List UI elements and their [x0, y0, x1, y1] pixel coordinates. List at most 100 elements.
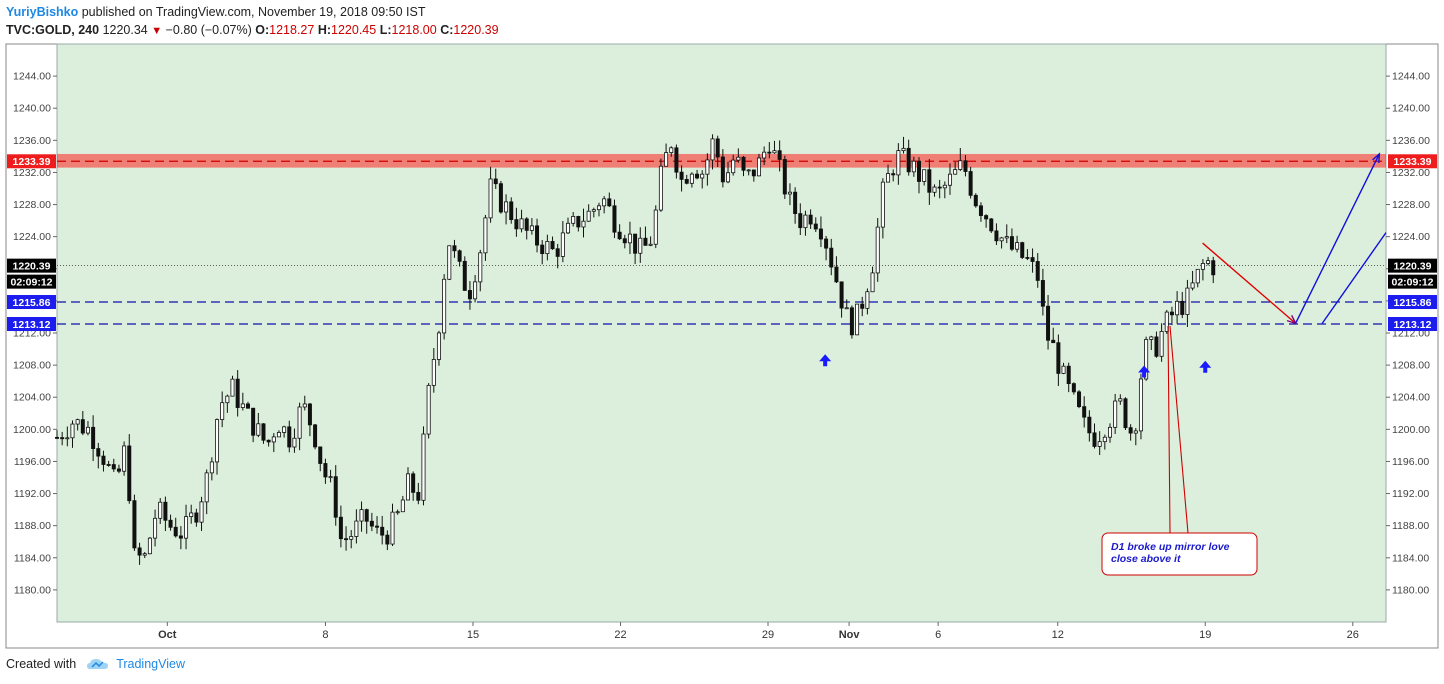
open-label: O:	[255, 23, 270, 37]
countdown-text: 02:09:12	[10, 276, 52, 288]
price-chart[interactable]: 1180.00 1180.00 1184.00 1184.00 1188.00 1188.…	[0, 0, 1444, 650]
candle-body	[689, 173, 694, 184]
candle-body	[540, 244, 545, 255]
candle-body	[287, 426, 292, 448]
candle-body	[60, 437, 65, 440]
candle-body	[607, 198, 612, 207]
candle-body	[994, 230, 999, 242]
candle-body	[674, 147, 679, 173]
price-label-box	[1388, 295, 1437, 310]
candle-body	[385, 534, 390, 545]
tradingview-cloud-icon	[87, 659, 109, 669]
y-tick-label-left: 1244.00	[13, 71, 51, 83]
candle-body	[1169, 311, 1174, 316]
candle-body	[581, 220, 586, 228]
candle-body	[1025, 257, 1030, 259]
candle-body	[256, 423, 261, 436]
price-label-text: 1213.12	[13, 319, 51, 331]
candle-body	[189, 512, 194, 518]
y-tick-label-right: 1240.00	[1392, 103, 1430, 115]
candle-body	[524, 218, 529, 231]
candle-body	[664, 152, 669, 167]
candle-body	[710, 138, 715, 161]
candle-body	[467, 290, 472, 300]
candle-body	[328, 476, 333, 479]
candle-body	[782, 159, 787, 195]
candle-body	[834, 266, 839, 283]
candle-body	[963, 160, 968, 172]
candle-body	[163, 501, 168, 521]
note-box	[1101, 532, 1258, 576]
candle-body	[504, 201, 509, 213]
candles-group	[55, 134, 1216, 565]
candle-body	[65, 437, 70, 440]
x-tick-label: 6	[935, 629, 941, 641]
candle-body	[1020, 242, 1025, 258]
candle-body	[602, 198, 607, 207]
candle-body	[478, 252, 483, 283]
candle-body	[111, 464, 116, 470]
candle-body	[638, 237, 643, 254]
candle-body	[194, 512, 199, 523]
candle-body	[973, 194, 978, 207]
candle-body	[1185, 287, 1190, 315]
y-tick-label-right: 1204.00	[1392, 392, 1430, 404]
x-tick-label: 12	[1052, 629, 1064, 641]
candle-body	[1180, 300, 1185, 315]
ohlc-line: TVC:GOLD, 240 1220.34 ▼ −0.80 (−0.07%) O…	[6, 21, 499, 40]
price-label-text: 1215.86	[13, 297, 51, 309]
candle-body	[669, 147, 674, 154]
candle-body	[411, 473, 416, 493]
candle-body	[488, 178, 493, 219]
x-tick-label: Nov	[839, 629, 861, 641]
candle-body	[75, 419, 80, 425]
candle-body	[529, 225, 534, 231]
candle-body	[932, 186, 937, 193]
candle-body	[705, 159, 710, 175]
candle-body	[700, 173, 705, 179]
price-label-box	[7, 317, 56, 332]
candle-body	[390, 511, 395, 545]
candle-body	[1128, 427, 1133, 434]
candle-body	[1056, 342, 1061, 374]
y-tick-label-right: 1180.00	[1392, 584, 1429, 596]
candle-body	[116, 468, 121, 472]
candle-body	[839, 281, 844, 309]
countdown-box	[1388, 274, 1437, 289]
candle-body	[261, 423, 266, 441]
bullish-arrow-icon	[1199, 360, 1212, 373]
price-label-box	[7, 154, 56, 169]
y-tick-label-left: 1232.00	[13, 167, 51, 179]
candle-body	[1123, 398, 1128, 429]
candle-body	[230, 378, 235, 397]
candle-body	[777, 150, 782, 160]
candle-body	[968, 171, 973, 196]
x-tick-label: 19	[1199, 629, 1211, 641]
y-tick-label-left: 1180.00	[14, 584, 51, 596]
close-value: 1220.39	[453, 23, 499, 37]
tradingview-link[interactable]: TradingView	[116, 657, 185, 671]
candle-body	[91, 426, 96, 449]
candle-body	[793, 191, 798, 214]
price-label-box	[7, 258, 56, 273]
candle-body	[1035, 261, 1040, 281]
y-tick-label-left: 1236.00	[13, 135, 51, 147]
candle-body	[519, 218, 524, 230]
candle-body	[633, 233, 638, 254]
y-tick-label-left: 1240.00	[13, 103, 51, 115]
projection-arrowhead	[1372, 152, 1381, 164]
candle-body	[762, 151, 767, 159]
y-tick-label-right: 1188.00	[1392, 520, 1429, 532]
candle-body	[865, 291, 870, 309]
price-label-text: 1213.12	[1394, 319, 1432, 331]
y-tick-label-left: 1184.00	[14, 552, 51, 564]
author-link[interactable]: YuriyBishko	[6, 5, 79, 19]
candle-body	[1154, 336, 1159, 357]
candle-body	[870, 272, 875, 293]
price-label-text: 1220.39	[1394, 260, 1432, 272]
candle-body	[1138, 378, 1143, 432]
candle-body	[178, 535, 183, 539]
candle-body	[643, 237, 648, 246]
candle-body	[1144, 339, 1149, 380]
candle-body	[855, 303, 860, 336]
